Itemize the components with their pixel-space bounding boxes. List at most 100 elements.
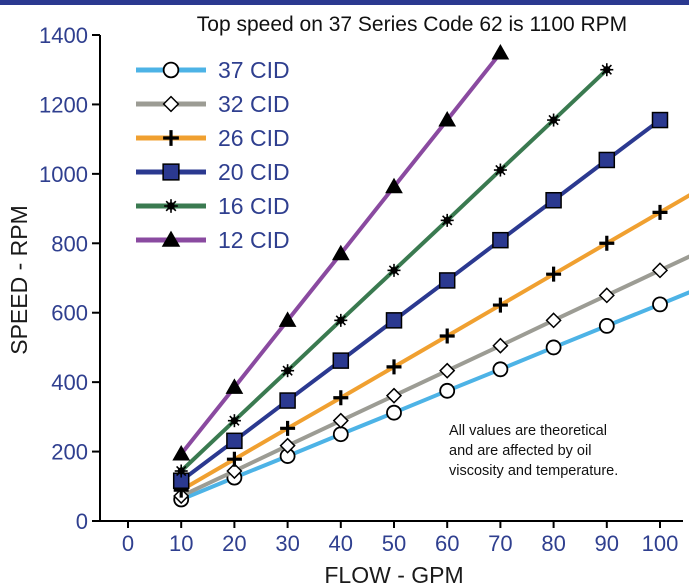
data-point [226,432,243,450]
data-point [492,337,509,354]
y-tick-label: 800 [51,231,88,256]
legend-marker [163,130,179,146]
x-axis-label: FLOW - GPM [324,562,463,586]
x-tick-label: 30 [275,531,299,556]
x-tick-label: 90 [595,531,619,556]
x-tick-label: 10 [169,531,193,556]
x-tick-label: 60 [435,531,459,556]
data-point [439,382,456,399]
legend-marker [164,199,178,213]
data-point [492,297,508,313]
y-tick-label: 1000 [39,162,88,187]
data-point [652,296,668,313]
data-point [281,364,295,378]
annotation-line: viscosity and temperature. [449,463,618,479]
y-tick-label: 1400 [39,23,88,48]
data-point [492,231,509,249]
legend-marker [162,95,180,113]
legend-item: 12 CID [136,227,290,253]
series-line [180,254,689,498]
data-point [546,266,562,282]
data-point [598,287,615,304]
data-point [226,451,242,467]
y-tick-label: 200 [51,440,88,465]
series-16-cid [174,63,614,478]
data-point [600,63,614,77]
data-point [652,204,668,220]
data-point [438,272,456,289]
data-point [545,312,562,329]
series-layer [172,44,689,508]
data-point [332,426,349,443]
data-point [385,312,403,329]
series-26-cid [173,193,689,498]
data-point [279,392,296,409]
series-32-cid [173,254,689,505]
data-point [387,263,401,277]
data-point [651,111,669,129]
data-point [174,464,188,478]
y-axis-label: SPEED - RPM [6,205,32,355]
x-tick-label: 70 [488,531,512,556]
legend-label: 37 CID [218,57,290,83]
legend-item: 26 CID [136,125,290,151]
data-point [545,191,562,209]
data-point [439,328,455,344]
data-point [599,235,615,251]
data-point [439,362,456,379]
legend-marker [162,61,180,79]
y-tick-label: 400 [51,370,88,395]
chart-title: Top speed on 37 Series Code 62 is 1100 R… [197,13,627,36]
axes: 0 200 400 600 800 1000 1200 1400 0 10 20 30 40 50 60 70… [39,23,683,556]
x-tick-label: 80 [541,531,565,556]
data-point [547,113,561,127]
x-tick-label: 50 [382,531,406,556]
data-point [598,151,616,169]
legend-label: 12 CID [218,227,290,253]
y-tick-label: 600 [51,301,88,326]
legend-marker [161,230,181,247]
legend-item: 16 CID [136,193,290,219]
data-point [651,262,669,279]
data-point [225,378,244,394]
annotation-line: All values are theoretical [449,423,607,439]
data-point [172,444,191,461]
x-tick-label: 20 [222,531,246,556]
data-point [279,437,296,454]
legend-label: 16 CID [218,193,290,219]
data-point [331,244,350,261]
data-point [545,339,562,356]
legend-item: 37 CID [136,57,290,83]
y-tick-label: 1200 [39,92,88,117]
legend-item: 20 CID [136,159,290,185]
data-point [492,361,509,378]
data-point [333,390,349,406]
annotation-line: and are affected by oil [449,443,591,459]
annotation-note: All values are theoretical and are affect… [449,423,618,479]
data-point [440,213,454,227]
data-point [491,44,510,60]
y-tick-label: 0 [76,509,88,534]
data-point [385,177,403,194]
data-point [438,111,457,127]
data-point [226,462,243,480]
legend-label: 26 CID [218,125,290,151]
data-point [332,352,350,369]
legend-label: 20 CID [218,159,290,185]
data-point [334,313,348,327]
series-20-cid [172,111,669,489]
series-line [179,118,662,483]
data-point [598,318,615,334]
legend-marker [162,163,180,181]
legend: 37 CID 32 CID 26 CID 20 CID 16 CID 12 CID [136,57,290,253]
x-tick-label: 0 [122,531,134,556]
legend-item: 32 CID [136,91,290,117]
data-point [280,420,296,436]
data-point [227,414,241,428]
data-point [386,404,402,421]
top-border-bar [0,0,689,5]
x-tick-label: 100 [642,531,679,556]
data-point [386,359,402,375]
x-tick-label: 40 [329,531,353,556]
